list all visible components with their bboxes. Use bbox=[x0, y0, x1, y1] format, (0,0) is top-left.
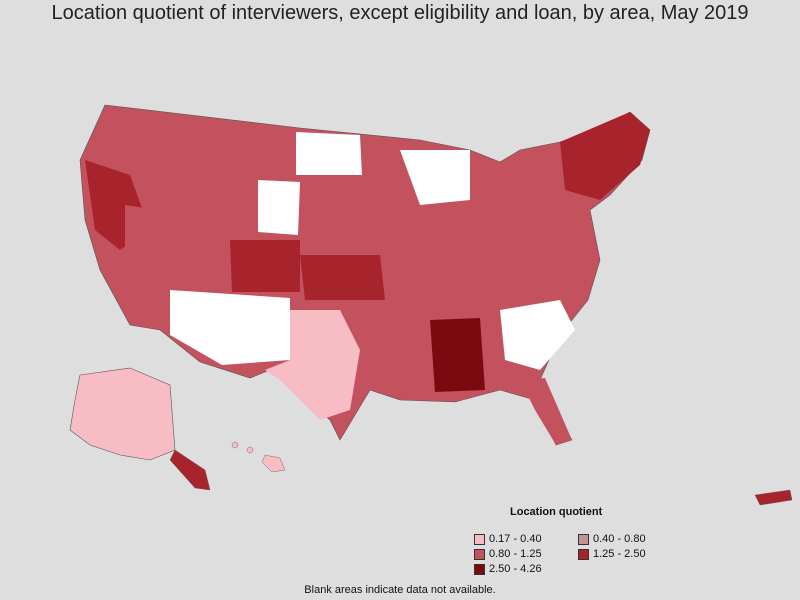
great-lakes-no-data-region bbox=[400, 150, 470, 205]
footnote: Blank areas indicate data not available. bbox=[304, 584, 496, 596]
alaska-panhandle-region bbox=[169, 449, 211, 491]
dakotas-no-data-region bbox=[296, 132, 362, 175]
legend-swatch bbox=[474, 533, 485, 545]
carolinas-region bbox=[500, 300, 575, 370]
legend-item: 1.25 - 2.50 bbox=[578, 548, 646, 560]
legend-item: 0.80 - 1.25 bbox=[474, 548, 542, 560]
alaska-region bbox=[69, 367, 176, 461]
legend-label: 1.25 - 2.50 bbox=[593, 548, 646, 560]
puerto-rico-region bbox=[754, 489, 793, 506]
nevada-region bbox=[125, 205, 170, 300]
legend-swatch bbox=[578, 533, 589, 545]
hawaii-region bbox=[261, 454, 286, 473]
southwest-no-data-region bbox=[170, 290, 290, 365]
northeast-region bbox=[560, 112, 650, 200]
legend-swatch bbox=[474, 548, 485, 560]
legend-swatch bbox=[474, 563, 485, 575]
legend-label: 0.17 - 0.40 bbox=[489, 533, 542, 545]
legend-label: 2.50 - 4.26 bbox=[489, 563, 542, 575]
mississippi-region bbox=[430, 318, 485, 392]
montana-region bbox=[210, 125, 295, 170]
legend-item: 0.17 - 0.40 bbox=[474, 533, 542, 545]
legend-item: 0.40 - 0.80 bbox=[578, 533, 646, 545]
legend-title: Location quotient bbox=[510, 506, 603, 518]
wyoming-no-data-region bbox=[258, 180, 300, 235]
legend-swatch bbox=[578, 548, 589, 560]
hawaii-island-region bbox=[231, 441, 239, 449]
kansas-region bbox=[300, 255, 385, 300]
hawaii-island-region bbox=[246, 446, 254, 454]
florida-region bbox=[520, 378, 572, 445]
legend-item: 2.50 - 4.26 bbox=[474, 563, 542, 575]
texas-region bbox=[265, 310, 360, 420]
map-title: Location quotient of interviewers, excep… bbox=[51, 2, 749, 24]
legend-label: 0.80 - 1.25 bbox=[489, 548, 542, 560]
colorado-region bbox=[230, 240, 300, 292]
legend-label: 0.40 - 0.80 bbox=[593, 533, 646, 545]
